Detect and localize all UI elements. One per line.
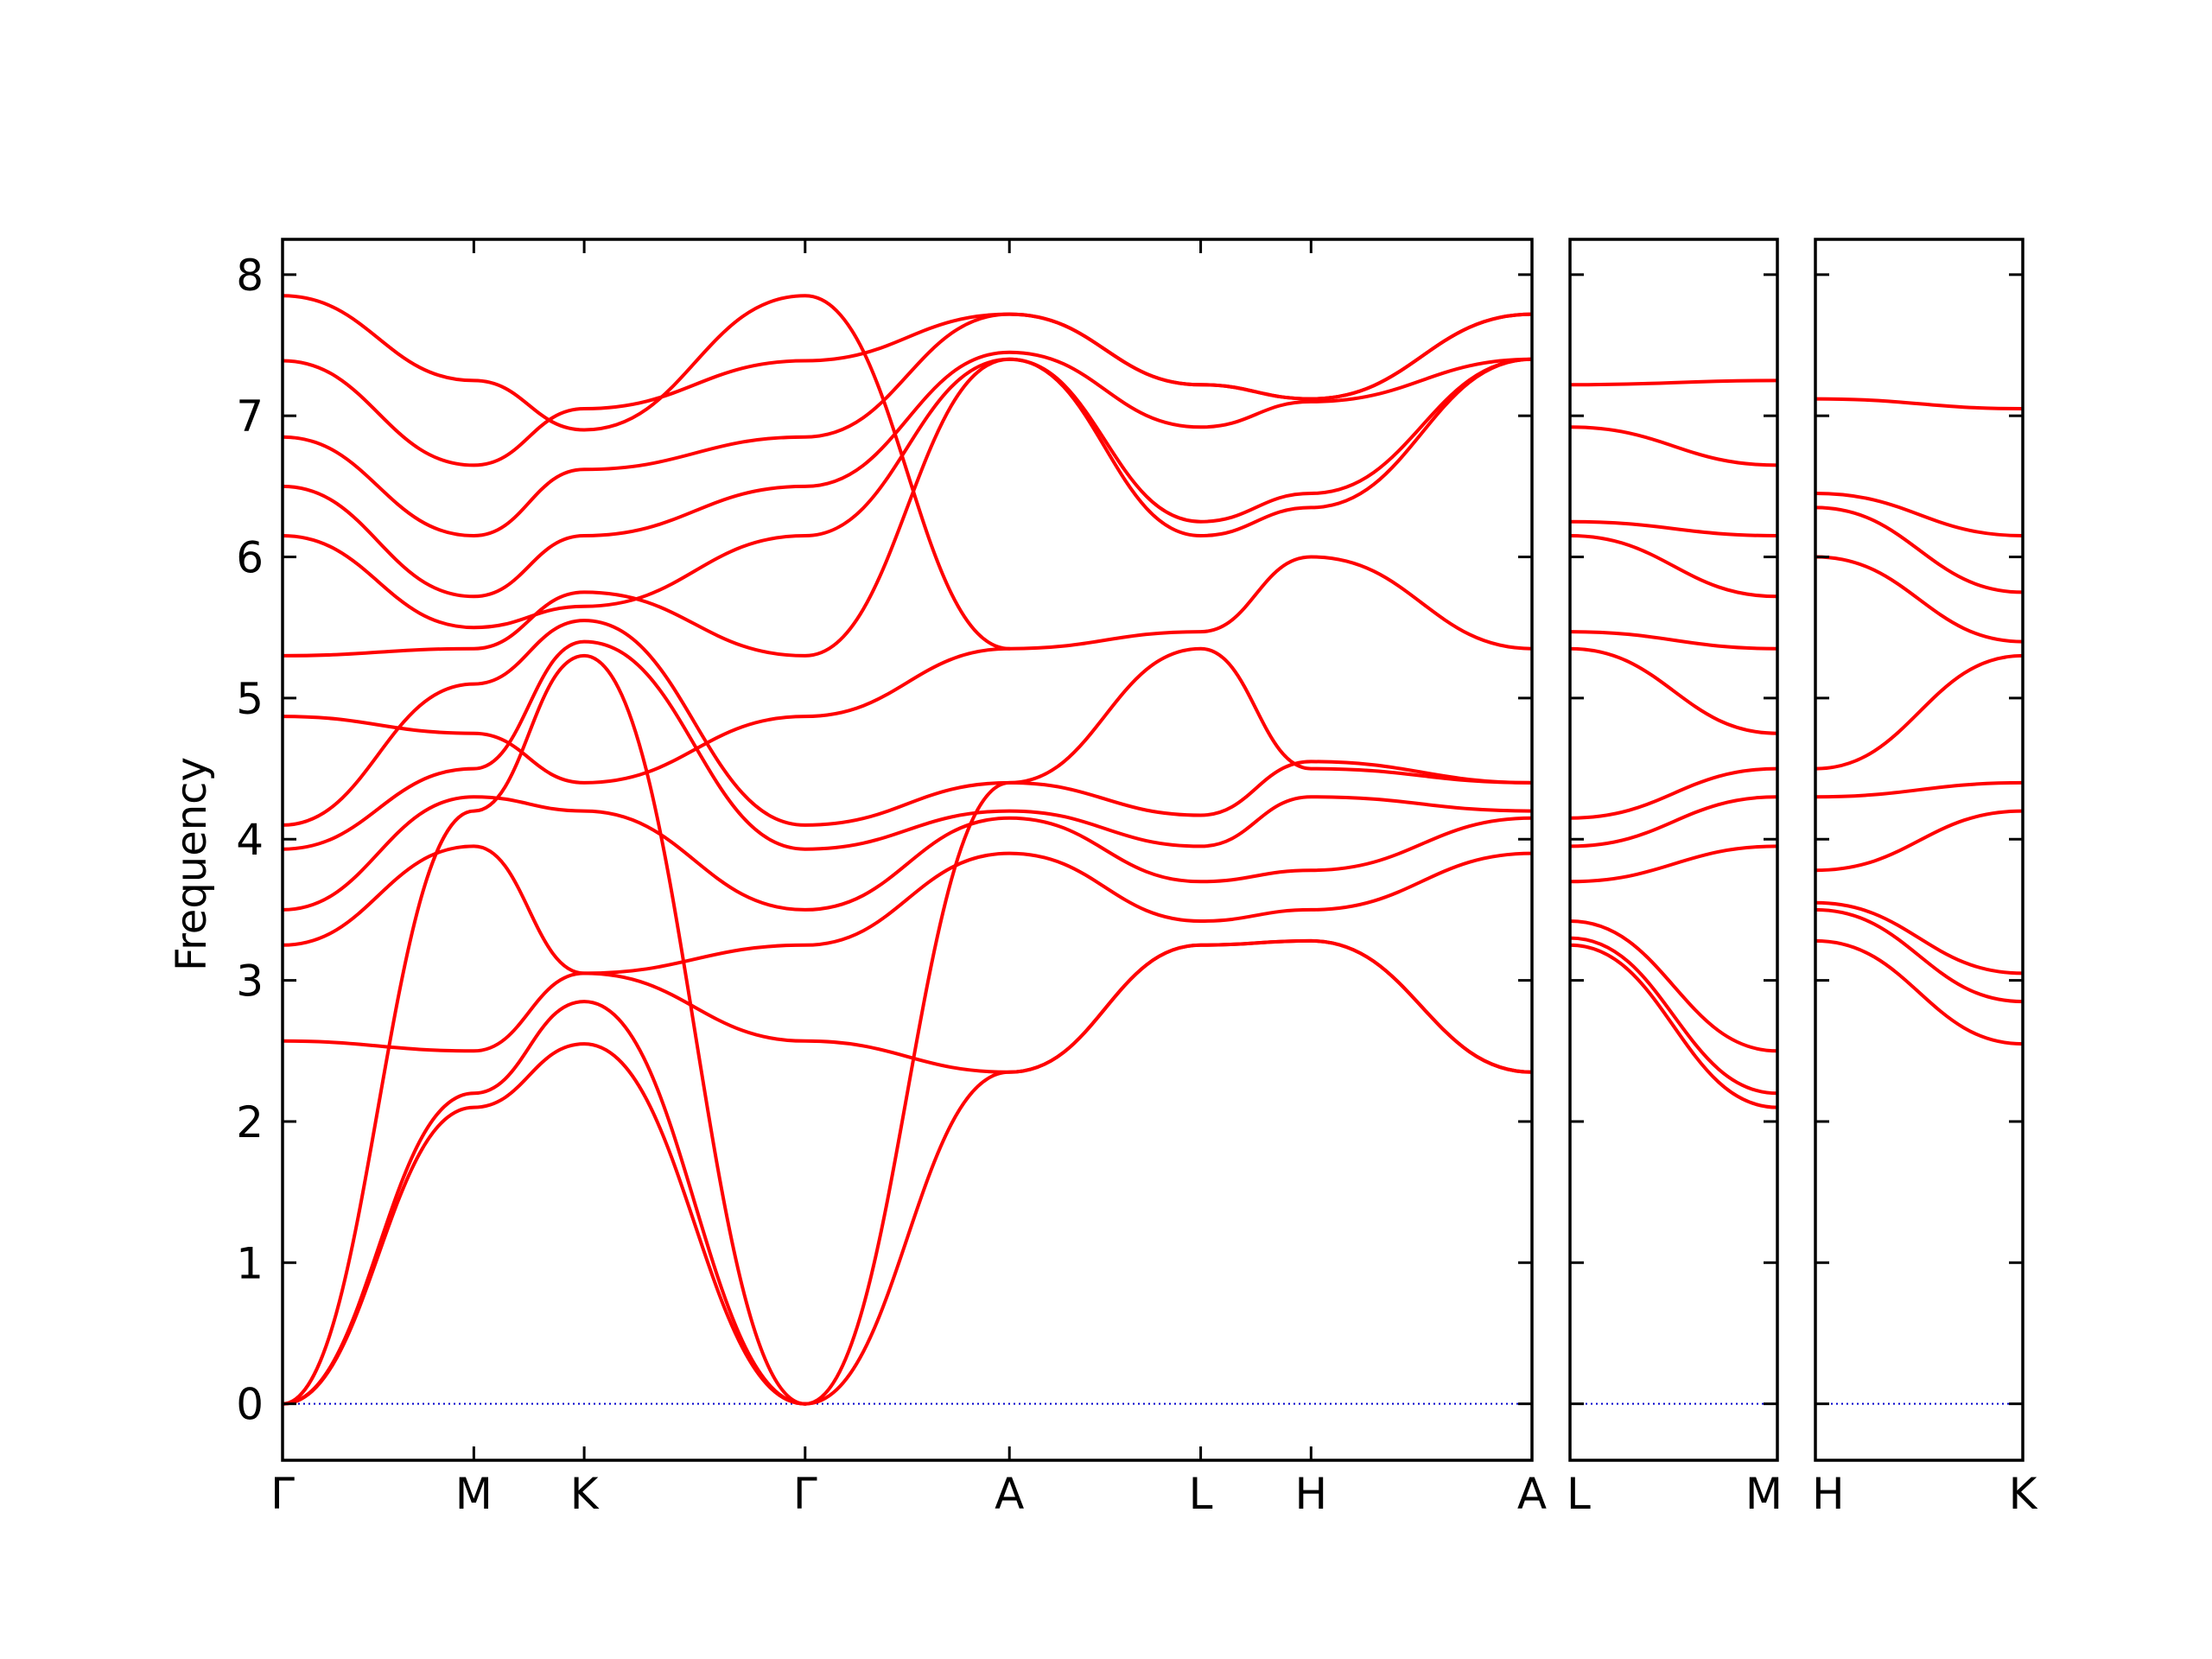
band-line-11	[283, 555, 1532, 785]
band-line-6	[1815, 653, 2023, 771]
y-tick-label: 7	[236, 391, 264, 442]
band-line-10	[1815, 397, 2023, 410]
panel-1: 0 1 2 3 4 5 6 7 8 Γ M K Γ A L H A	[236, 238, 1547, 1519]
band-line-12	[283, 357, 1532, 658]
band-line-3	[283, 653, 807, 1406]
plot-frame	[1568, 238, 1779, 1462]
band-line-13	[283, 357, 1532, 630]
y-tick-label: 8	[236, 251, 264, 301]
x-tick-label: H	[1812, 1469, 1845, 1519]
band-line-1	[283, 1042, 807, 1406]
band-line-5	[1570, 795, 1777, 849]
band-line-6	[283, 938, 1532, 1074]
x-tick-label: K	[2009, 1469, 2038, 1519]
band-line-8	[1570, 630, 1777, 651]
band-line-3	[1815, 900, 2023, 976]
bands-group	[1570, 378, 1777, 1109]
band-line-8	[1815, 505, 2023, 594]
x-tick-label: M	[455, 1469, 493, 1519]
band-line-1	[1570, 943, 1777, 1109]
band-line-16	[283, 312, 1532, 467]
band-line-10	[1570, 519, 1777, 537]
band-line-3	[1570, 919, 1777, 1053]
plot-frame	[1814, 238, 2024, 1462]
band-line-4	[1570, 844, 1777, 884]
y-tick-label: 3	[236, 957, 264, 1007]
x-tick-label: H	[1295, 1469, 1328, 1519]
band-line-2	[283, 1000, 807, 1406]
y-tick-label: 4	[236, 815, 264, 865]
x-tick-label: A	[995, 1469, 1024, 1519]
y-tick-label: 1	[236, 1238, 264, 1288]
plot-frame	[281, 238, 1534, 1462]
x-tick-label: A	[1517, 1469, 1547, 1519]
band-line-7	[1570, 646, 1777, 735]
band-line-5	[803, 646, 1532, 1406]
y-tick-label: 0	[236, 1380, 264, 1430]
band-line-5	[1815, 780, 2023, 799]
band-line-2	[1570, 936, 1777, 1096]
band-line-12	[1570, 378, 1777, 387]
y-tick-label: 6	[236, 533, 264, 583]
band-line-10	[283, 619, 1532, 827]
band-line-17	[283, 294, 1012, 651]
y-axis-label: Frequency	[168, 757, 216, 971]
band-line-8	[283, 795, 1532, 912]
y-tick-label: 5	[236, 674, 264, 724]
band-line-6	[1570, 766, 1777, 820]
y-tick-label: 2	[236, 1097, 264, 1147]
band-line-7	[283, 844, 1532, 976]
band-line-9	[1570, 534, 1777, 599]
x-tick-label: K	[570, 1469, 600, 1519]
x-tick-label: M	[1745, 1469, 1783, 1519]
x-tick-label: Γ	[793, 1469, 817, 1519]
bands-group	[283, 294, 1532, 1406]
x-tick-label: L	[1567, 1469, 1591, 1519]
x-tick-label: Γ	[270, 1469, 295, 1519]
band-line-9	[283, 639, 1532, 851]
band-line-4	[1815, 809, 2023, 873]
band-line-1	[1815, 938, 2023, 1046]
band-line-2	[1815, 907, 2023, 1004]
band-line-7	[1815, 555, 2023, 644]
band-line-9	[1815, 492, 2023, 537]
bands-group	[1815, 397, 2023, 1046]
band-line-11	[1570, 425, 1777, 467]
x-tick-label: L	[1189, 1469, 1213, 1519]
